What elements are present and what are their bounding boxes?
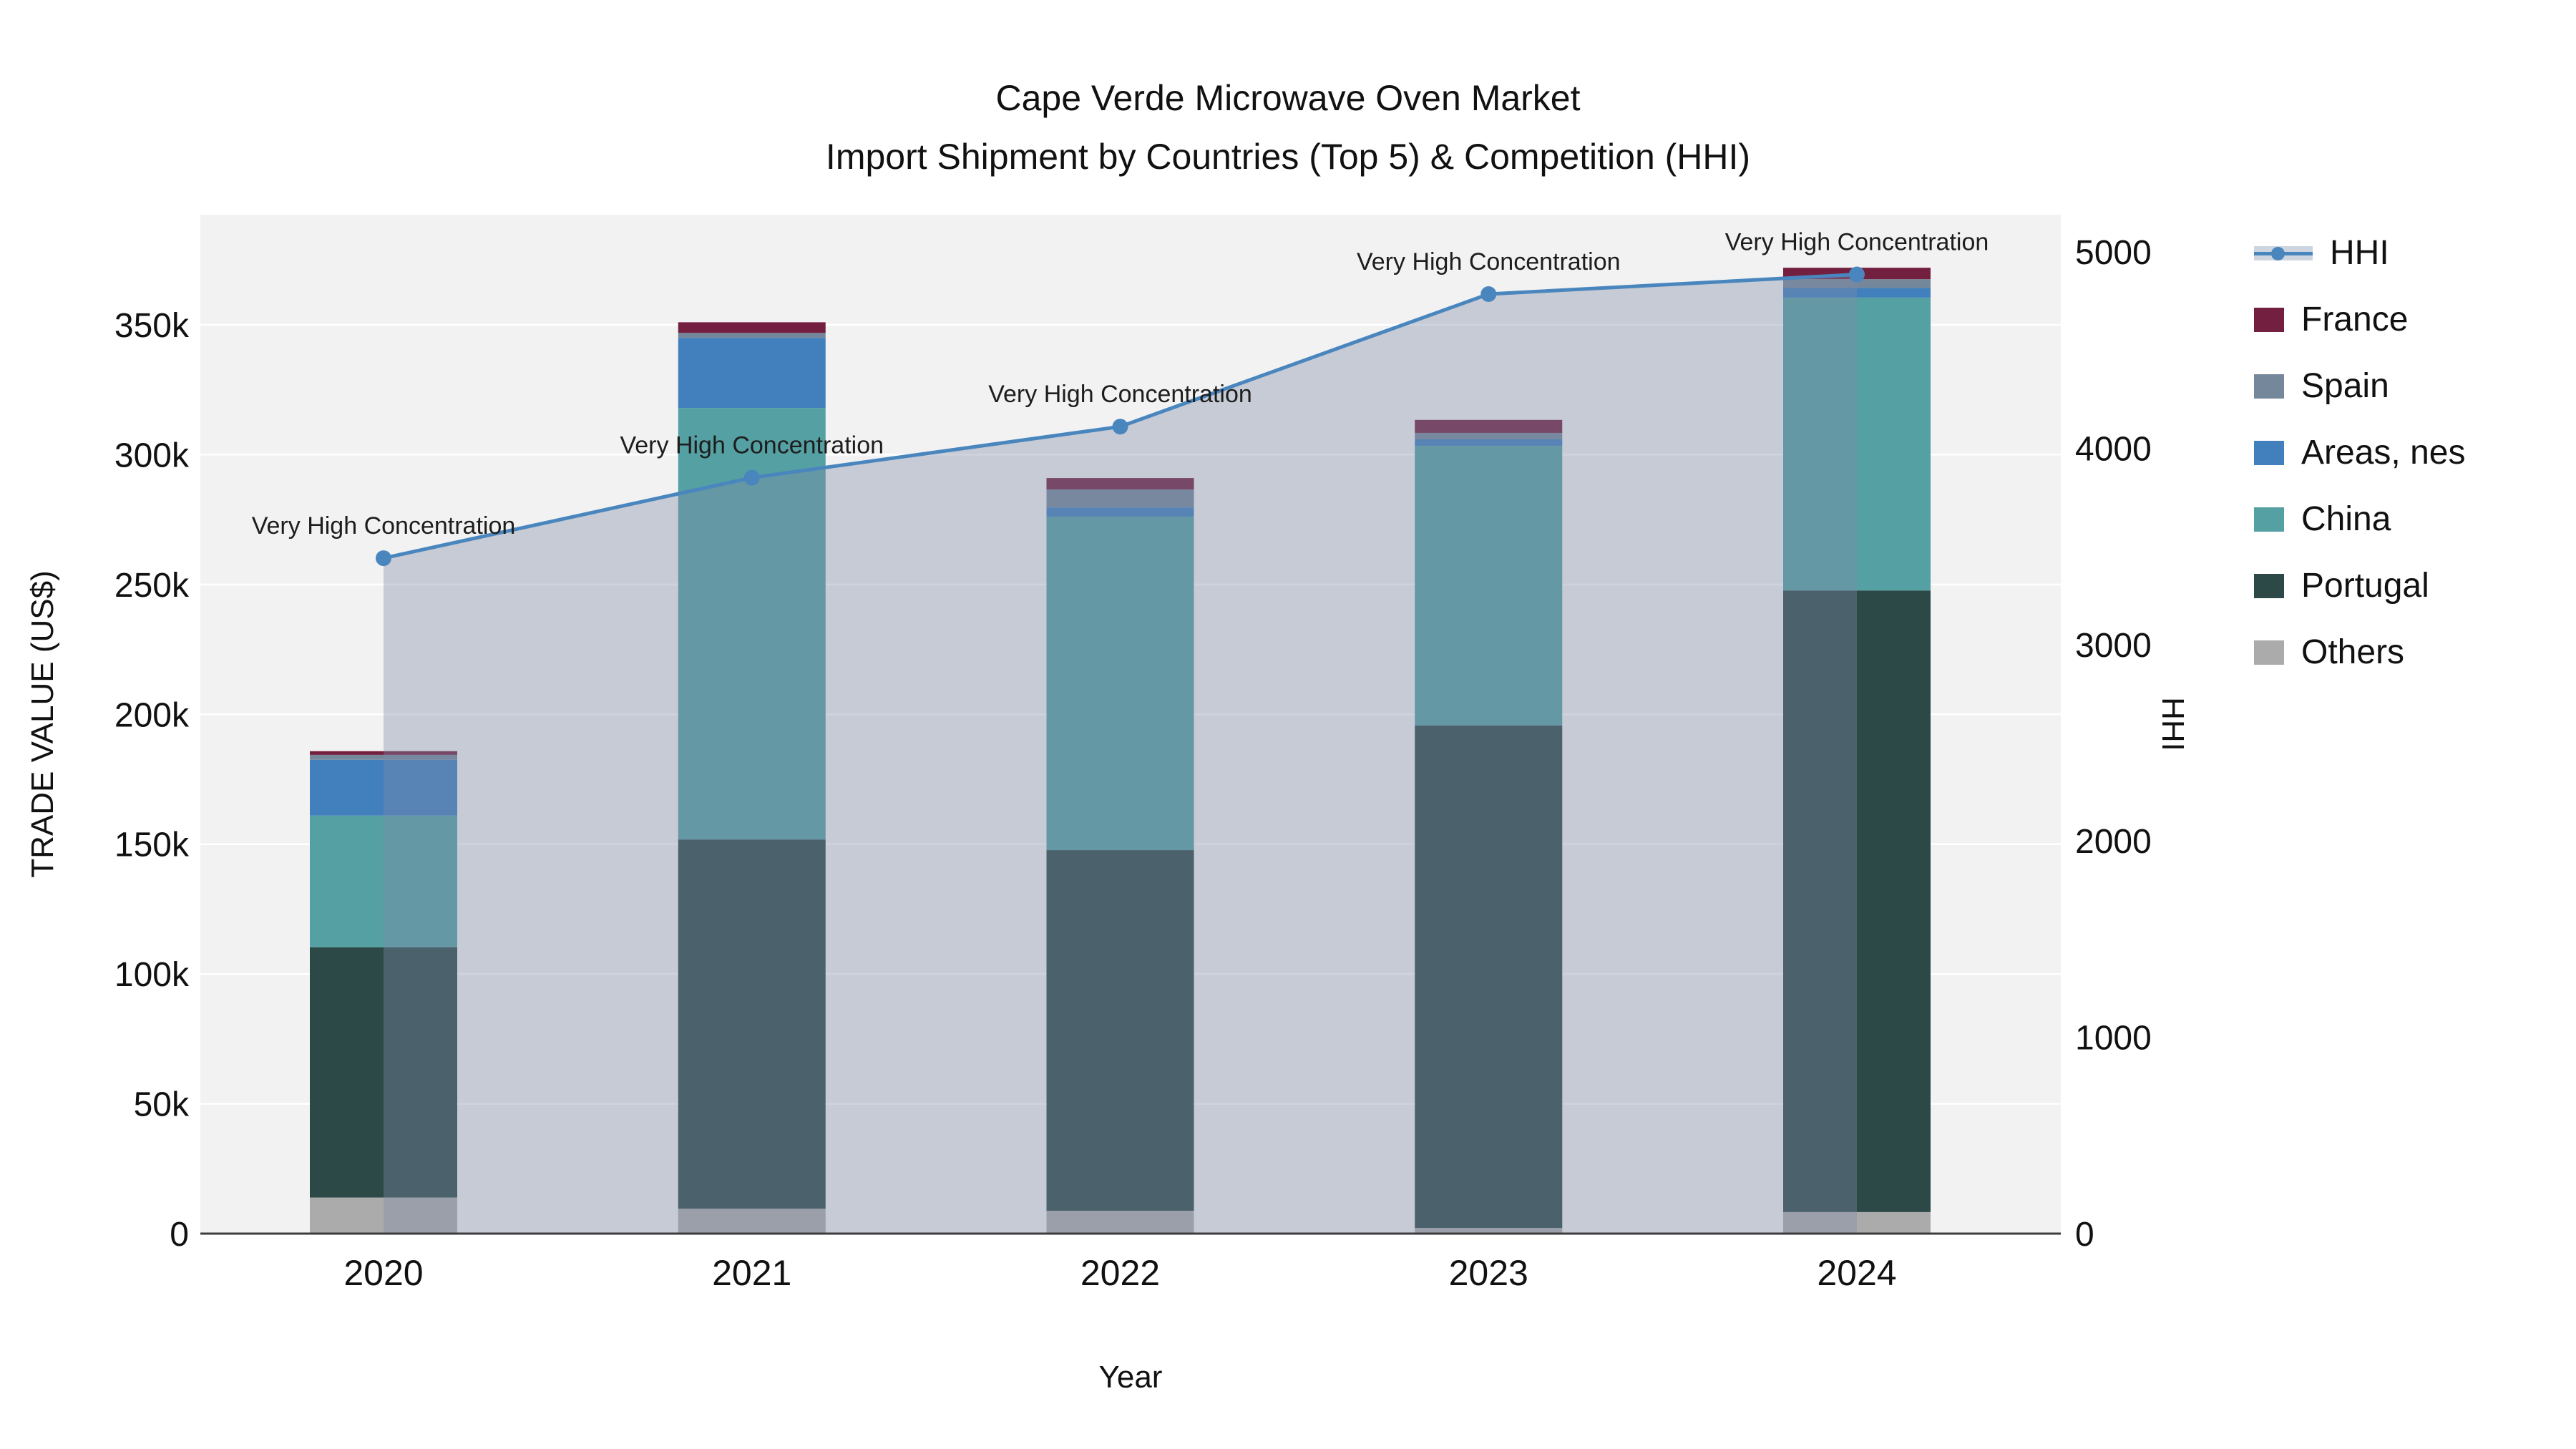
legend-label-areas-nes: Areas, nes: [2301, 434, 2466, 472]
bar-segment-2023-areas-nes[interactable]: [1415, 439, 1563, 447]
bar-segment-2024-areas-nes[interactable]: [1783, 288, 1931, 298]
annotation-2022: Very High Concentration: [988, 381, 1252, 408]
legend-label-france: France: [2301, 301, 2409, 338]
bar-segment-2022-portugal[interactable]: [1046, 850, 1194, 1211]
legend: HHI France Spain Areas, nes China Portugal Oth…: [2254, 233, 2465, 672]
y-right-tick-1000: 1000: [2075, 1020, 2152, 1058]
legend-item-spain[interactable]: Spain: [2254, 366, 2465, 406]
bar-segment-2024-others[interactable]: [1783, 1211, 1931, 1234]
x-tick-2020: 2020: [343, 1253, 423, 1293]
y-left-tick-100k: 100k: [114, 956, 190, 994]
legend-swatch-others: [2254, 640, 2284, 665]
bar-segment-2022-areas-nes[interactable]: [1046, 507, 1194, 517]
bar-segment-2023-portugal[interactable]: [1415, 725, 1563, 1229]
bar-segment-2023-others[interactable]: [1415, 1228, 1563, 1234]
y-left-tick-150k: 150k: [114, 826, 190, 864]
legend-label-hhi: HHI: [2330, 234, 2389, 272]
bar-segment-2024-spain[interactable]: [1783, 279, 1931, 288]
y-left-tick-0: 0: [170, 1216, 189, 1254]
chart-title-line1: Cape Verde Microwave Oven Market: [995, 78, 1581, 118]
bar-segment-2020-spain[interactable]: [310, 754, 457, 760]
bar-segment-2022-spain[interactable]: [1046, 489, 1194, 508]
legend-label-spain: Spain: [2301, 367, 2389, 405]
bar-segment-2024-portugal[interactable]: [1783, 590, 1931, 1212]
bar-segment-2020-areas-nes[interactable]: [310, 759, 457, 816]
y-left-axis-title: TRADE VALUE (US$): [25, 570, 60, 878]
y-right-tick-0: 0: [2075, 1216, 2094, 1254]
y-left-tick-200k: 200k: [114, 696, 190, 734]
legend-swatch-france: [2254, 307, 2284, 332]
bar-segment-2022-china[interactable]: [1046, 517, 1194, 851]
legend-item-china[interactable]: China: [2254, 499, 2465, 539]
annotation-2023: Very High Concentration: [1357, 248, 1621, 275]
legend-swatch-china: [2254, 507, 2284, 532]
bar-segment-2020-portugal[interactable]: [310, 947, 457, 1198]
y-left-tick-250k: 250k: [114, 567, 190, 605]
bar-segment-2021-portugal[interactable]: [678, 839, 826, 1209]
bar-segment-2023-china[interactable]: [1415, 446, 1563, 726]
bar-segment-2020-others[interactable]: [310, 1197, 457, 1234]
bar-segment-2020-france[interactable]: [310, 751, 457, 755]
bar-segment-2021-others[interactable]: [678, 1209, 826, 1234]
y-right-axis-title: HHI: [2155, 697, 2190, 751]
x-tick-2024: 2024: [1817, 1253, 1896, 1293]
y-right-tick-5000: 5000: [2075, 234, 2152, 272]
hhi-area-fill: [384, 274, 1857, 1234]
legend-swatch-spain: [2254, 374, 2284, 399]
y-right-tick-4000: 4000: [2075, 430, 2152, 468]
annotation-2024: Very High Concentration: [1725, 229, 1989, 256]
legend-item-france[interactable]: France: [2254, 300, 2465, 339]
x-axis-title: Year: [1098, 1360, 1163, 1395]
hhi-marker-2022[interactable]: [1112, 419, 1128, 435]
legend-item-portugal[interactable]: Portugal: [2254, 566, 2465, 605]
x-tick-2021: 2021: [712, 1253, 791, 1293]
y-right-tick-3000: 3000: [2075, 627, 2152, 665]
bar-segment-2021-spain[interactable]: [678, 333, 826, 338]
legend-label-portugal: Portugal: [2301, 567, 2429, 605]
bar-segment-2021-areas-nes[interactable]: [678, 338, 826, 409]
hhi-marker-2024[interactable]: [1849, 266, 1865, 283]
chart-title-line2: Import Shipment by Countries (Top 5) & C…: [825, 137, 1751, 177]
hhi-marker-2020[interactable]: [376, 550, 391, 567]
legend-item-areas-nes[interactable]: Areas, nes: [2254, 433, 2465, 472]
chart-title: Cape Verde Microwave Oven Market Import …: [0, 69, 2576, 186]
bar-segment-2022-others[interactable]: [1046, 1211, 1194, 1234]
legend-swatch-areas-nes: [2254, 440, 2284, 465]
y-right-tick-2000: 2000: [2075, 823, 2152, 861]
legend-hhi-line-icon: [2254, 240, 2313, 266]
legend-swatch-portugal: [2254, 573, 2284, 598]
bar-segment-2023-france[interactable]: [1415, 419, 1563, 433]
annotation-2021: Very High Concentration: [620, 432, 884, 459]
annotation-2020: Very High Concentration: [252, 512, 516, 540]
hhi-marker-2023[interactable]: [1480, 286, 1497, 302]
y-left-tick-350k: 350k: [114, 307, 190, 345]
bar-segment-2021-france[interactable]: [678, 322, 826, 333]
legend-item-others[interactable]: Others: [2254, 633, 2465, 672]
y-left-tick-50k: 50k: [134, 1086, 190, 1124]
hhi-marker-2021[interactable]: [743, 469, 760, 486]
bar-segment-2022-france[interactable]: [1046, 478, 1194, 490]
legend-label-china: China: [2301, 500, 2391, 538]
bar-segment-2023-spain[interactable]: [1415, 432, 1563, 440]
x-tick-2022: 2022: [1080, 1253, 1160, 1293]
y-left-tick-300k: 300k: [114, 436, 190, 474]
bar-segment-2020-china[interactable]: [310, 815, 457, 947]
legend-item-hhi[interactable]: HHI: [2254, 233, 2465, 273]
legend-label-others: Others: [2301, 633, 2405, 671]
bar-segment-2024-china[interactable]: [1783, 297, 1931, 591]
x-tick-2023: 2023: [1449, 1253, 1528, 1293]
